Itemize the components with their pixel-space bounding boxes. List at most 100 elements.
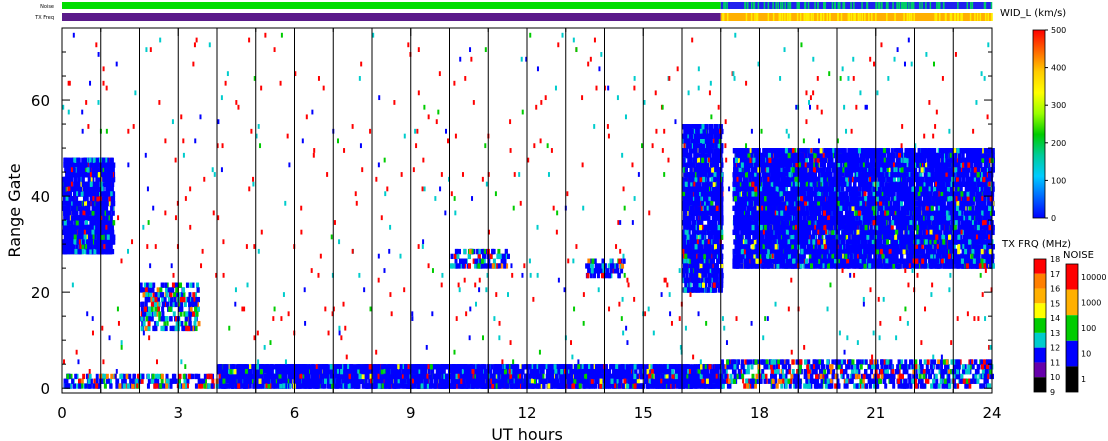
data-point — [64, 244, 68, 250]
noise-bar-fleck — [839, 2, 841, 9]
data-point — [142, 292, 146, 298]
data-point — [85, 210, 89, 216]
data-point — [105, 244, 109, 250]
data-point — [189, 306, 193, 312]
data-point — [695, 364, 699, 370]
freq-bar-fleck — [803, 13, 805, 21]
data-point — [191, 325, 195, 332]
data-point — [139, 287, 143, 293]
freq-bar-fleck — [960, 13, 962, 21]
data-point — [712, 378, 716, 384]
data-point — [357, 364, 361, 370]
noise-bar-fleck — [905, 2, 908, 9]
data-point — [108, 210, 112, 216]
data-point — [349, 364, 353, 370]
freq-bar-fleck — [788, 13, 790, 21]
data-point — [149, 311, 153, 317]
data-point — [93, 196, 97, 202]
freq-bar-fleck — [767, 13, 770, 21]
data-point — [187, 296, 191, 303]
freq-bar-fleck — [805, 13, 808, 21]
data-point — [194, 316, 198, 322]
data-point — [477, 364, 481, 370]
data-point — [80, 220, 84, 226]
data-point — [107, 248, 111, 255]
data-point — [81, 176, 85, 183]
data-point — [252, 364, 256, 370]
data-point — [71, 248, 75, 255]
data-point — [78, 224, 82, 231]
data-point — [431, 368, 435, 375]
freq-bar-fleck — [864, 13, 866, 21]
data-point — [266, 368, 270, 375]
data-point — [443, 383, 447, 389]
data-point — [108, 229, 112, 236]
data-point — [84, 220, 88, 226]
noise-bar-fleck — [726, 2, 728, 9]
data-point — [94, 167, 98, 173]
data-point — [94, 210, 98, 216]
data-point — [142, 320, 146, 327]
data-point — [62, 191, 66, 197]
data-point — [194, 292, 198, 298]
data-point — [77, 205, 81, 211]
data-point — [194, 306, 198, 312]
data-point — [245, 364, 249, 370]
data-point — [112, 239, 116, 245]
data-point — [110, 176, 114, 183]
data-point — [559, 373, 563, 380]
data-point — [174, 325, 178, 332]
data-point — [82, 215, 86, 221]
data-point — [102, 205, 106, 211]
data-point — [187, 325, 191, 332]
data-point — [109, 248, 113, 255]
data-point — [68, 244, 72, 250]
data-point — [76, 215, 80, 221]
noise-bar-fleck — [900, 2, 903, 9]
freq-bar-fleck — [854, 13, 856, 21]
data-point — [655, 373, 659, 380]
data-point — [96, 196, 100, 202]
data-point — [144, 287, 148, 293]
data-point — [393, 378, 397, 384]
data-point — [65, 162, 69, 168]
data-point — [504, 383, 508, 389]
data-point — [97, 224, 101, 231]
data-point — [73, 239, 77, 245]
data-point — [371, 373, 375, 380]
data-point — [157, 296, 161, 303]
data-point — [72, 200, 76, 207]
data-point — [384, 378, 388, 384]
data-point — [62, 196, 66, 202]
data-point — [289, 378, 293, 384]
data-point — [87, 215, 91, 221]
data-point — [76, 200, 80, 207]
noise-bar-fleck — [781, 2, 784, 9]
data-point — [161, 296, 165, 303]
data-point — [70, 215, 74, 221]
data-point — [73, 205, 77, 211]
data-point — [87, 239, 91, 245]
data-point — [375, 368, 379, 375]
data-point — [67, 200, 71, 207]
data-point — [105, 200, 109, 207]
data-point — [63, 220, 67, 226]
data-point — [182, 287, 186, 293]
data-point — [159, 287, 163, 293]
data-point — [72, 224, 76, 231]
data-point — [68, 196, 72, 202]
data-point — [109, 167, 113, 173]
data-point — [69, 229, 73, 236]
data-point — [102, 176, 106, 183]
data-points — [62, 32, 995, 389]
data-point — [109, 239, 113, 245]
freq-bar-fleck — [826, 13, 829, 21]
data-point — [66, 224, 70, 231]
noise-bar-fleck — [957, 2, 959, 9]
data-point — [693, 373, 697, 380]
data-point — [665, 373, 669, 380]
data-point — [73, 186, 77, 192]
freq-bar-fleck — [850, 13, 853, 21]
data-point — [88, 224, 92, 231]
data-point — [466, 368, 470, 375]
